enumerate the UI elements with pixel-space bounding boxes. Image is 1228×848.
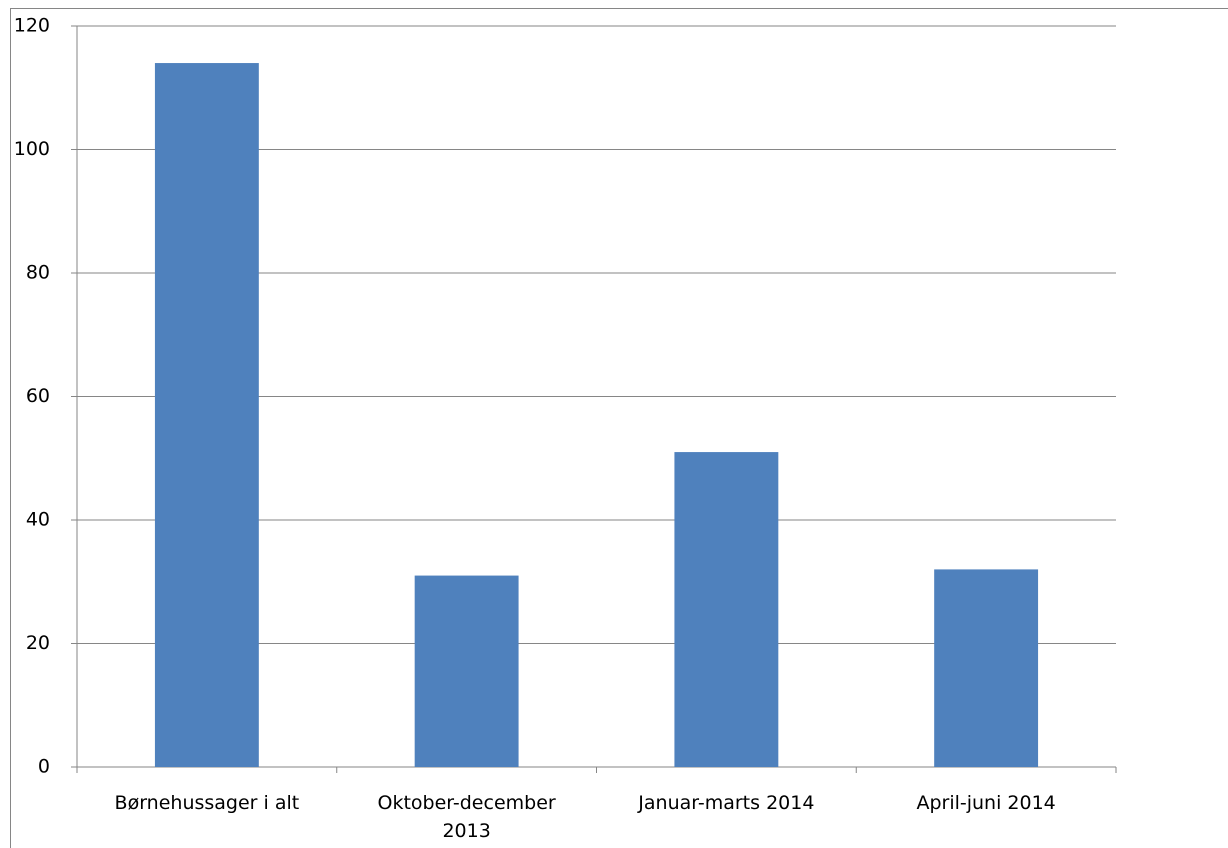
y-tick-label: 20 [26,632,50,654]
y-tick-label: 100 [14,138,50,160]
y-tick-label: 60 [26,385,50,407]
bar [674,452,779,767]
y-tick-label: 40 [26,509,50,531]
x-tick-label: Børnehussager i alt [114,792,300,814]
y-tick-label: 120 [14,15,50,37]
bar [414,575,519,767]
x-tick-label: Oktober-december 2013 [377,792,556,842]
y-tick-label: 0 [38,756,50,778]
x-tick-label: April-juni 2014 [916,792,1056,814]
x-tick-label: Januar-marts 2014 [638,792,815,814]
chart-border [10,8,1228,848]
y-tick-label: 80 [26,262,50,284]
bar [934,569,1039,767]
bar [154,63,259,768]
